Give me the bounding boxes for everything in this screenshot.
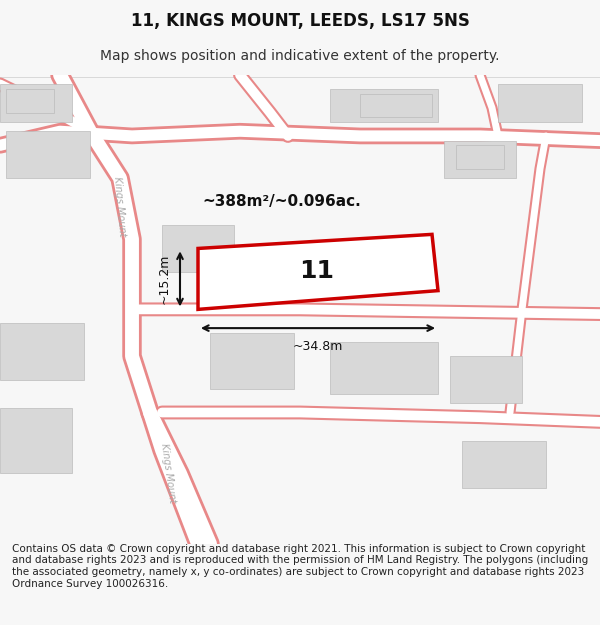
Polygon shape [0,408,72,474]
Text: Contains OS data © Crown copyright and database right 2021. This information is : Contains OS data © Crown copyright and d… [12,544,588,589]
Polygon shape [198,234,438,309]
Text: Kings Mount: Kings Mount [112,176,128,237]
Polygon shape [330,89,438,122]
Polygon shape [0,324,84,379]
Polygon shape [444,141,516,178]
Text: 11: 11 [299,259,334,282]
Text: ~15.2m: ~15.2m [158,254,171,304]
Text: ~34.8m: ~34.8m [293,340,343,353]
Polygon shape [330,342,438,394]
Text: Map shows position and indicative extent of the property.: Map shows position and indicative extent… [100,49,500,63]
Text: ~388m²/~0.096ac.: ~388m²/~0.096ac. [203,194,361,209]
Text: 11, KINGS MOUNT, LEEDS, LS17 5NS: 11, KINGS MOUNT, LEEDS, LS17 5NS [131,12,469,30]
Polygon shape [456,145,504,169]
Polygon shape [162,225,234,272]
Text: Kings Mount: Kings Mount [159,443,177,504]
Polygon shape [6,131,90,178]
Polygon shape [6,89,54,112]
Polygon shape [210,332,294,389]
Polygon shape [0,84,72,122]
Polygon shape [360,94,432,118]
Polygon shape [498,84,582,122]
Polygon shape [462,441,546,488]
Polygon shape [450,356,522,403]
